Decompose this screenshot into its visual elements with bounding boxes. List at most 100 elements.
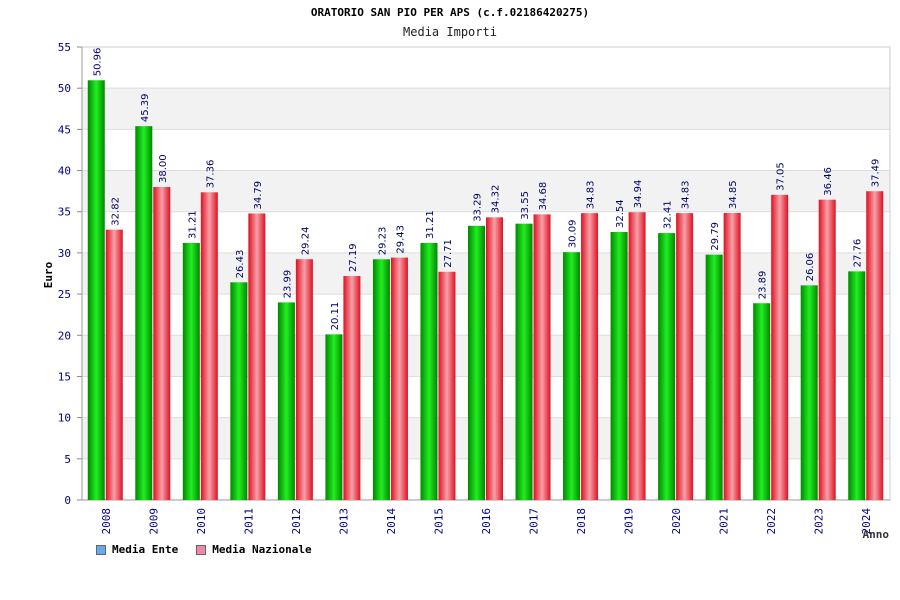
data-label: 26.06 bbox=[805, 253, 816, 282]
bar-media-ente-2009 bbox=[135, 126, 153, 500]
y-tick-label: 30 bbox=[58, 247, 71, 260]
bar-media-nazionale-2020 bbox=[676, 213, 694, 501]
bar-media-nazionale-2008 bbox=[105, 229, 123, 500]
x-tick-label: 2009 bbox=[147, 508, 160, 535]
bar-media-nazionale-2012 bbox=[295, 259, 313, 500]
bar-media-ente-2022 bbox=[753, 303, 771, 500]
x-tick-label: 2020 bbox=[670, 508, 683, 535]
bar-media-nazionale-2013 bbox=[343, 276, 361, 500]
data-label: 34.68 bbox=[538, 182, 549, 211]
x-tick-label: 2011 bbox=[242, 508, 255, 535]
data-label: 32.41 bbox=[663, 200, 674, 229]
y-tick-label: 45 bbox=[58, 123, 71, 136]
y-axis-title: Euro bbox=[42, 261, 55, 288]
data-label: 38.00 bbox=[158, 154, 169, 183]
x-tick-label: 2012 bbox=[290, 508, 303, 535]
x-tick-label: 2021 bbox=[718, 508, 731, 535]
bar-media-nazionale-2016 bbox=[486, 217, 503, 500]
x-tick-label: 2022 bbox=[765, 508, 778, 535]
x-tick-label: 2010 bbox=[195, 508, 208, 535]
data-label: 23.99 bbox=[282, 270, 293, 299]
data-label: 29.24 bbox=[300, 227, 311, 256]
data-label: 33.55 bbox=[520, 191, 531, 220]
bar-media-ente-2020 bbox=[658, 233, 676, 500]
bar-media-ente-2011 bbox=[230, 282, 248, 500]
data-label: 36.46 bbox=[823, 167, 834, 196]
data-label: 45.39 bbox=[140, 94, 151, 123]
y-tick-label: 0 bbox=[64, 494, 71, 507]
data-label: 20.11 bbox=[330, 302, 341, 331]
data-label: 34.94 bbox=[633, 180, 644, 209]
legend-swatch-media-nazionale bbox=[196, 544, 207, 555]
data-label: 37.36 bbox=[205, 160, 216, 189]
chart-title: ORATORIO SAN PIO PER APS (c.f.0218642027… bbox=[310, 6, 590, 19]
data-label: 30.09 bbox=[568, 220, 579, 249]
legend-swatch-media-ente bbox=[96, 544, 106, 555]
x-tick-label: 2013 bbox=[337, 508, 350, 535]
data-label: 32.82 bbox=[110, 197, 121, 226]
y-tick-label: 55 bbox=[58, 41, 71, 54]
data-label: 37.05 bbox=[776, 162, 787, 191]
bar-media-nazionale-2011 bbox=[248, 213, 266, 500]
bar-media-nazionale-2019 bbox=[628, 212, 646, 501]
data-label: 29.79 bbox=[710, 222, 721, 251]
x-tick-label: 2023 bbox=[813, 508, 826, 535]
bar-media-nazionale-2010 bbox=[200, 192, 218, 500]
bar-media-nazionale-2017 bbox=[533, 214, 551, 500]
legend-item-media-nazionale: Media Nazionale bbox=[196, 543, 312, 556]
data-label: 27.19 bbox=[348, 243, 359, 272]
bar-media-nazionale-2009 bbox=[153, 187, 171, 500]
y-tick-label: 10 bbox=[58, 412, 71, 425]
bar-media-ente-2015 bbox=[420, 242, 438, 500]
bar-media-nazionale-2024 bbox=[866, 191, 884, 500]
data-label: 23.89 bbox=[758, 271, 769, 300]
bar-media-nazionale-2015 bbox=[438, 271, 456, 500]
bar-media-nazionale-2023 bbox=[818, 199, 836, 500]
bar-media-ente-2019 bbox=[610, 231, 628, 501]
bar-media-ente-2017 bbox=[515, 223, 533, 501]
bar-media-ente-2018 bbox=[563, 252, 581, 500]
data-label: 32.54 bbox=[615, 199, 626, 228]
chart-subtitle: Media Importi bbox=[403, 25, 497, 39]
bar-media-ente-2023 bbox=[800, 285, 818, 500]
data-label: 34.83 bbox=[586, 180, 597, 209]
x-tick-label: 2018 bbox=[575, 508, 588, 535]
legend: Media Ente Media Nazionale bbox=[96, 543, 312, 556]
legend-label-media-nazionale: Media Nazionale bbox=[212, 543, 312, 556]
x-tick-label: 2024 bbox=[860, 508, 873, 535]
bar-media-ente-2010 bbox=[182, 242, 200, 500]
x-tick-label: 2008 bbox=[100, 508, 113, 535]
x-tick-label: 2017 bbox=[528, 508, 541, 535]
data-label: 37.49 bbox=[871, 159, 882, 188]
y-tick-label: 35 bbox=[58, 206, 71, 219]
y-tick-label: 20 bbox=[58, 329, 71, 342]
bar-media-ente-2016 bbox=[468, 225, 485, 500]
y-tick-label: 15 bbox=[58, 370, 71, 383]
data-label: 31.21 bbox=[187, 210, 198, 239]
x-tick-label: 2016 bbox=[480, 508, 493, 535]
legend-label-media-ente: Media Ente bbox=[112, 543, 179, 556]
legend-item-media-ente: Media Ente bbox=[96, 543, 178, 556]
data-label: 26.43 bbox=[235, 250, 246, 279]
data-label: 33.29 bbox=[473, 193, 484, 222]
bar-media-nazionale-2022 bbox=[771, 194, 789, 501]
y-tick-label: 25 bbox=[58, 288, 71, 301]
bar-media-ente-2014 bbox=[372, 259, 390, 500]
data-label: 34.85 bbox=[728, 180, 739, 209]
data-label: 29.23 bbox=[377, 227, 388, 256]
bar-media-ente-2013 bbox=[325, 334, 343, 500]
data-label: 27.76 bbox=[853, 239, 864, 268]
bar-media-ente-2024 bbox=[848, 271, 866, 500]
data-label: 50.96 bbox=[92, 48, 103, 77]
bar-media-nazionale-2021 bbox=[723, 212, 741, 501]
bar-media-nazionale-2018 bbox=[581, 213, 599, 501]
data-label: 34.79 bbox=[253, 181, 264, 210]
x-tick-label: 2014 bbox=[385, 508, 398, 535]
data-label: 34.83 bbox=[681, 180, 692, 209]
data-label: 27.71 bbox=[443, 239, 454, 268]
x-tick-label: 2015 bbox=[432, 508, 445, 535]
y-tick-label: 50 bbox=[58, 82, 71, 95]
bar-media-ente-2008 bbox=[87, 80, 105, 501]
data-label: 29.43 bbox=[395, 225, 406, 254]
